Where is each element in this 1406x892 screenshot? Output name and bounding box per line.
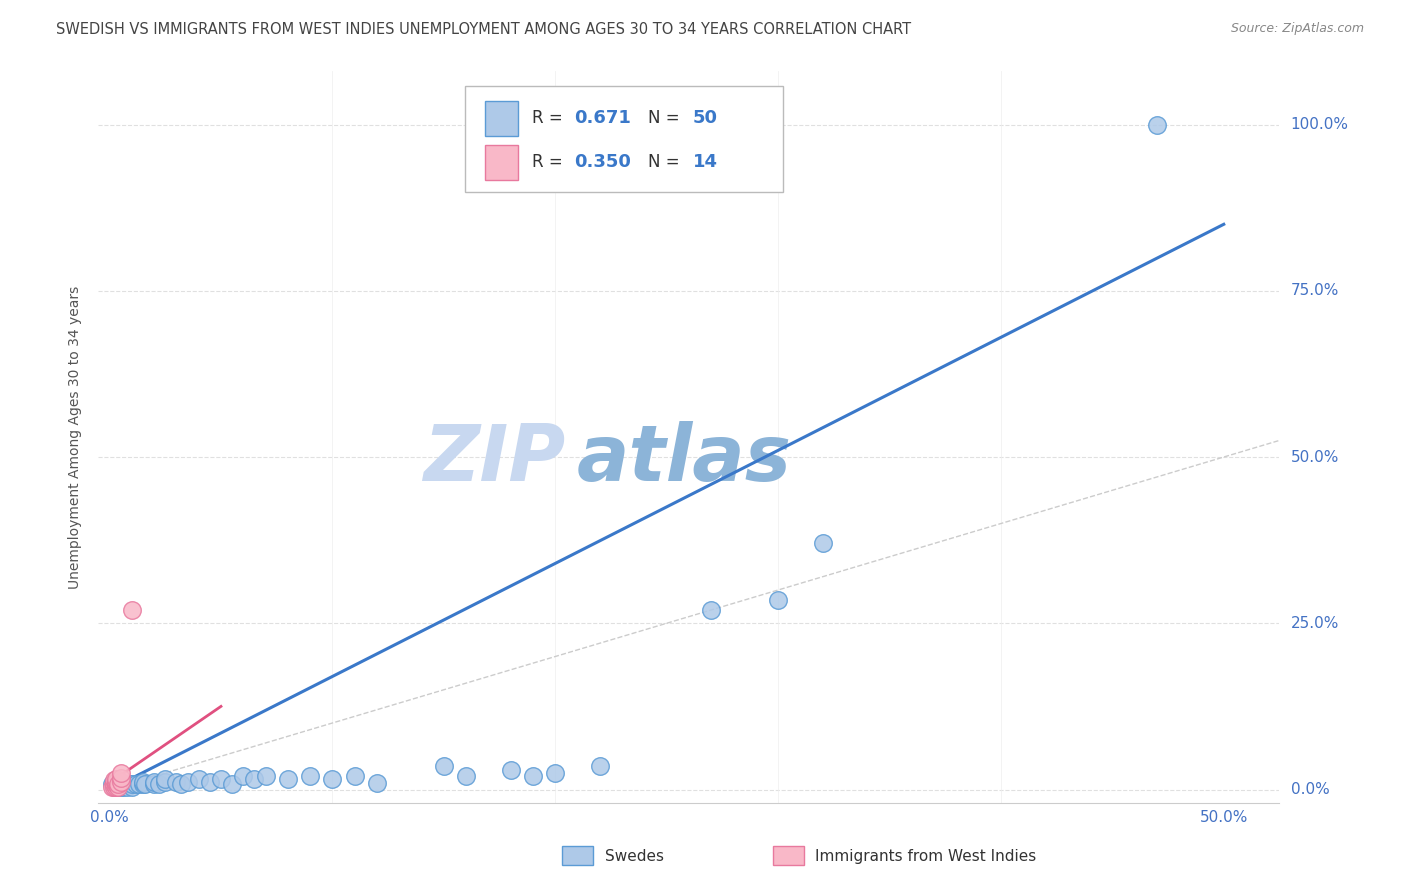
Text: Swedes: Swedes — [605, 849, 664, 863]
Text: 25.0%: 25.0% — [1291, 615, 1339, 631]
Point — [101, 777, 124, 791]
Point — [198, 774, 221, 789]
Point — [132, 774, 155, 789]
Point — [243, 772, 266, 786]
Point — [766, 593, 789, 607]
Point — [107, 777, 129, 791]
Text: 50: 50 — [693, 109, 717, 128]
Point — [433, 759, 456, 773]
Point — [165, 774, 187, 789]
Text: 0.350: 0.350 — [575, 153, 631, 171]
Point — [143, 777, 166, 791]
Text: R =: R = — [531, 153, 568, 171]
Point — [103, 777, 125, 791]
Point — [277, 772, 299, 786]
Point — [107, 777, 129, 791]
Point — [128, 777, 150, 791]
Point — [187, 772, 209, 786]
Point — [101, 780, 124, 794]
Point — [456, 769, 478, 783]
Point — [121, 603, 143, 617]
Y-axis label: Unemployment Among Ages 30 to 34 years: Unemployment Among Ages 30 to 34 years — [69, 285, 83, 589]
Text: ZIP: ZIP — [423, 421, 565, 497]
Point — [105, 780, 128, 794]
Point — [105, 774, 128, 789]
FancyBboxPatch shape — [485, 101, 517, 136]
Point — [811, 536, 834, 550]
Point — [125, 777, 148, 791]
Point — [221, 777, 243, 791]
Text: N =: N = — [648, 153, 685, 171]
Point — [148, 777, 170, 791]
Point — [155, 772, 177, 786]
Point — [522, 769, 544, 783]
Text: R =: R = — [531, 109, 568, 128]
Point — [110, 771, 132, 785]
Text: 75.0%: 75.0% — [1291, 284, 1339, 298]
Text: 0.671: 0.671 — [575, 109, 631, 128]
Point — [544, 765, 567, 780]
FancyBboxPatch shape — [464, 86, 783, 192]
Point — [103, 780, 125, 794]
Point — [105, 777, 128, 791]
Point — [114, 777, 136, 791]
Point — [117, 780, 139, 794]
Point — [176, 774, 198, 789]
Text: SWEDISH VS IMMIGRANTS FROM WEST INDIES UNEMPLOYMENT AMONG AGES 30 TO 34 YEARS CO: SWEDISH VS IMMIGRANTS FROM WEST INDIES U… — [56, 22, 911, 37]
Point — [103, 780, 125, 794]
Point — [589, 759, 612, 773]
Point — [143, 774, 166, 789]
Point — [110, 774, 132, 789]
Point — [105, 780, 128, 794]
Point — [1146, 118, 1168, 132]
Point — [700, 603, 723, 617]
Point — [110, 765, 132, 780]
Point — [254, 769, 277, 783]
Point — [170, 777, 193, 791]
Point — [366, 776, 388, 790]
Point — [118, 777, 141, 791]
Text: atlas: atlas — [576, 421, 792, 497]
Point — [121, 777, 143, 791]
Point — [132, 777, 155, 791]
Point — [110, 780, 132, 794]
Text: 50.0%: 50.0% — [1291, 450, 1339, 465]
Point — [105, 772, 128, 786]
Text: Source: ZipAtlas.com: Source: ZipAtlas.com — [1230, 22, 1364, 36]
Text: 100.0%: 100.0% — [1291, 117, 1348, 132]
FancyBboxPatch shape — [485, 145, 517, 179]
Text: Immigrants from West Indies: Immigrants from West Indies — [815, 849, 1036, 863]
Point — [343, 769, 366, 783]
Point — [110, 777, 132, 791]
Point — [299, 769, 322, 783]
Point — [134, 777, 156, 791]
Point — [103, 773, 125, 788]
Point — [107, 780, 129, 794]
Point — [105, 777, 128, 791]
Point — [499, 763, 522, 777]
Point — [121, 780, 143, 794]
Text: N =: N = — [648, 109, 685, 128]
Point — [321, 772, 343, 786]
Point — [209, 772, 232, 786]
Point — [155, 774, 177, 789]
Point — [111, 780, 134, 794]
Text: 14: 14 — [693, 153, 717, 171]
Point — [103, 777, 125, 791]
Text: 0.0%: 0.0% — [1291, 782, 1329, 797]
Point — [232, 769, 254, 783]
Point — [107, 780, 129, 794]
